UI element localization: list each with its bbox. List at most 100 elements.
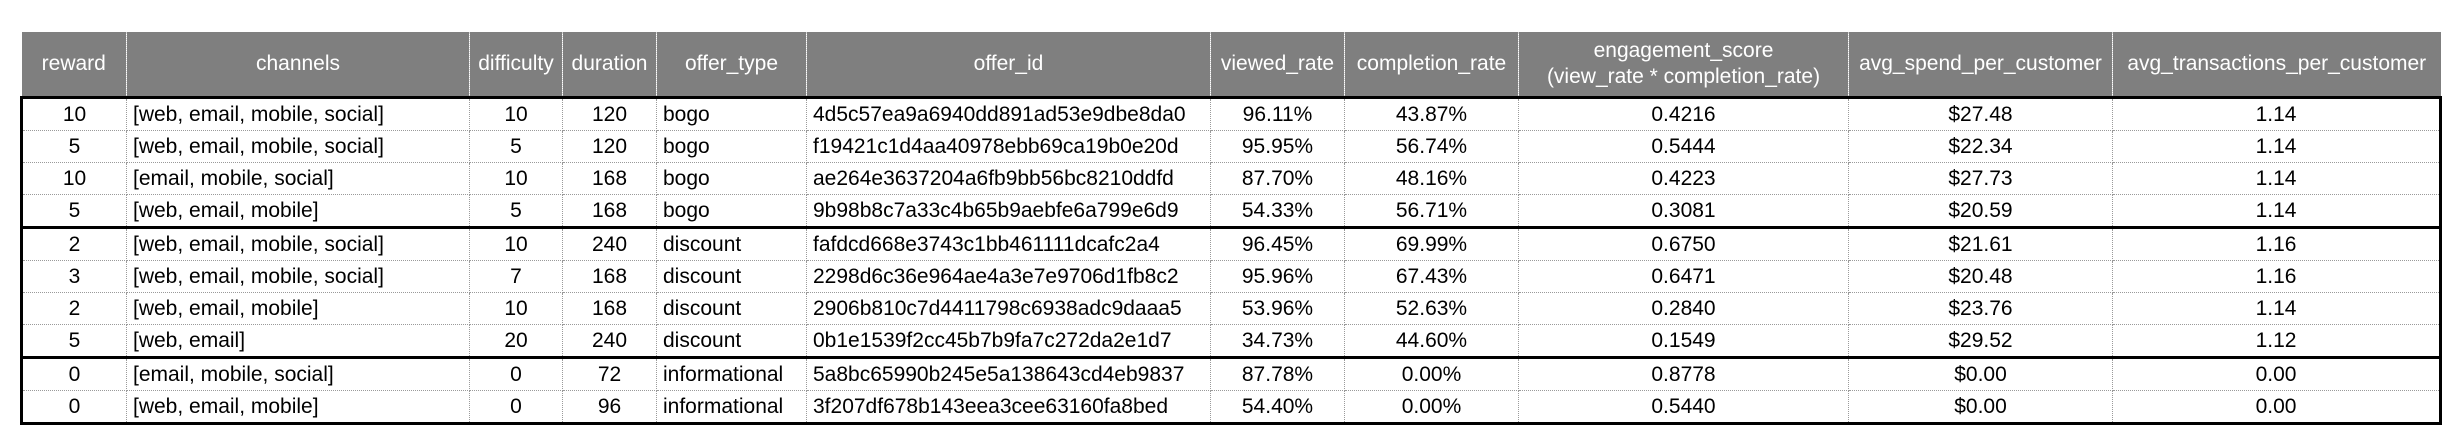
- cell-reward: 3: [21, 260, 127, 293]
- cell-offer-type: informational: [656, 356, 807, 391]
- header-viewed-rate[interactable]: viewed_rate: [1210, 32, 1345, 98]
- table-row: 10 [web, email, mobile, social] 10 120 bogo 4…: [21, 96, 2441, 131]
- cell-difficulty: 10: [469, 162, 563, 195]
- cell-duration: 168: [562, 292, 657, 325]
- cell-channels: [web, email]: [126, 324, 470, 358]
- cell-viewed-rate: 96.11%: [1210, 96, 1345, 131]
- cell-engagement-score: 0.1549: [1518, 324, 1849, 358]
- cell-duration: 96: [562, 390, 657, 425]
- cell-completion-rate: 44.60%: [1344, 324, 1519, 358]
- cell-duration: 240: [562, 226, 657, 261]
- cell-offer-type: bogo: [656, 96, 807, 131]
- cell-difficulty: 5: [469, 130, 563, 163]
- cell-channels: [web, email, mobile]: [126, 390, 470, 425]
- cell-offer-id: 5a8bc65990b245e5a138643cd4eb9837: [806, 356, 1211, 391]
- cell-avg-spend: $20.59: [1848, 194, 2113, 228]
- cell-avg-transactions: 1.14: [2112, 194, 2441, 228]
- cell-viewed-rate: 87.78%: [1210, 356, 1345, 391]
- header-reward[interactable]: reward: [21, 32, 127, 98]
- cell-channels: [web, email, mobile, social]: [126, 96, 470, 131]
- cell-reward: 2: [21, 226, 127, 261]
- table-row: 10 [email, mobile, social] 10 168 bogo ae264e…: [21, 162, 2441, 195]
- cell-avg-transactions: 1.12: [2112, 324, 2441, 358]
- cell-avg-transactions: 1.16: [2112, 226, 2441, 261]
- cell-offer-type: discount: [656, 324, 807, 358]
- cell-avg-spend: $27.48: [1848, 96, 2113, 131]
- header-duration[interactable]: duration: [562, 32, 657, 98]
- cell-difficulty: 7: [469, 260, 563, 293]
- cell-viewed-rate: 95.96%: [1210, 260, 1345, 293]
- table-row: 3 [web, email, mobile, social] 7 168 discoun…: [21, 260, 2441, 293]
- cell-reward: 10: [21, 162, 127, 195]
- cell-offer-id: 9b98b8c7a33c4b65b9aebfe6a799e6d9: [806, 194, 1211, 228]
- cell-avg-spend: $0.00: [1848, 390, 2113, 425]
- offer-table-container: reward channels difficulty duration offe…: [20, 32, 2441, 425]
- cell-offer-id: ae264e3637204a6fb9bb56bc8210ddfd: [806, 162, 1211, 195]
- table-row: 0 [email, mobile, social] 0 72 informational…: [21, 356, 2441, 391]
- cell-completion-rate: 56.71%: [1344, 194, 1519, 228]
- cell-engagement-score: 0.8778: [1518, 356, 1849, 391]
- cell-duration: 168: [562, 194, 657, 228]
- cell-engagement-score: 0.5440: [1518, 390, 1849, 425]
- cell-engagement-score: 0.4223: [1518, 162, 1849, 195]
- table-row: 2 [web, email, mobile] 10 168 discount 2906b8…: [21, 292, 2441, 325]
- cell-engagement-score: 0.2840: [1518, 292, 1849, 325]
- cell-avg-transactions: 1.14: [2112, 292, 2441, 325]
- cell-offer-id: 2906b810c7d4411798c6938adc9daaa5: [806, 292, 1211, 325]
- header-avg-spend[interactable]: avg_spend_per_customer: [1848, 32, 2113, 98]
- header-avg-transactions[interactable]: avg_transactions_per_customer: [2112, 32, 2441, 98]
- cell-duration: 168: [562, 162, 657, 195]
- header-offer-type[interactable]: offer_type: [656, 32, 807, 98]
- cell-engagement-score: 0.3081: [1518, 194, 1849, 228]
- header-difficulty[interactable]: difficulty: [469, 32, 563, 98]
- cell-duration: 240: [562, 324, 657, 358]
- cell-difficulty: 10: [469, 292, 563, 325]
- cell-avg-transactions: 1.14: [2112, 162, 2441, 195]
- cell-viewed-rate: 54.40%: [1210, 390, 1345, 425]
- cell-avg-spend: $22.34: [1848, 130, 2113, 163]
- cell-engagement-score: 0.6471: [1518, 260, 1849, 293]
- cell-reward: 5: [21, 194, 127, 228]
- table-row: 5 [web, email, mobile, social] 5 120 bogo f19…: [21, 130, 2441, 163]
- cell-avg-transactions: 0.00: [2112, 356, 2441, 391]
- cell-channels: [web, email, mobile]: [126, 292, 470, 325]
- cell-completion-rate: 67.43%: [1344, 260, 1519, 293]
- cell-engagement-score: 0.6750: [1518, 226, 1849, 261]
- cell-offer-type: informational: [656, 390, 807, 425]
- header-completion-rate[interactable]: completion_rate: [1344, 32, 1519, 98]
- cell-avg-spend: $21.61: [1848, 226, 2113, 261]
- cell-channels: [web, email, mobile, social]: [126, 130, 470, 163]
- cell-reward: 5: [21, 130, 127, 163]
- cell-engagement-score: 0.4216: [1518, 96, 1849, 131]
- cell-viewed-rate: 95.95%: [1210, 130, 1345, 163]
- cell-avg-transactions: 0.00: [2112, 390, 2441, 425]
- cell-channels: [email, mobile, social]: [126, 356, 470, 391]
- cell-completion-rate: 69.99%: [1344, 226, 1519, 261]
- cell-offer-id: 0b1e1539f2cc45b7b9fa7c272da2e1d7: [806, 324, 1211, 358]
- cell-offer-type: bogo: [656, 162, 807, 195]
- cell-completion-rate: 48.16%: [1344, 162, 1519, 195]
- table-header: reward channels difficulty duration offe…: [21, 32, 2441, 98]
- cell-difficulty: 10: [469, 226, 563, 261]
- header-offer-id[interactable]: offer_id: [806, 32, 1211, 98]
- cell-offer-id: 4d5c57ea9a6940dd891ad53e9dbe8da0: [806, 96, 1211, 131]
- cell-reward: 0: [21, 356, 127, 391]
- cell-reward: 10: [21, 96, 127, 131]
- cell-difficulty: 10: [469, 96, 563, 131]
- cell-duration: 120: [562, 130, 657, 163]
- cell-channels: [web, email, mobile, social]: [126, 226, 470, 261]
- cell-viewed-rate: 96.45%: [1210, 226, 1345, 261]
- table-row: 5 [web, email] 20 240 discount 0b1e1539f2cc45…: [21, 324, 2441, 358]
- cell-reward: 0: [21, 390, 127, 425]
- header-channels[interactable]: channels: [126, 32, 470, 98]
- table-row: 0 [web, email, mobile] 0 96 informational 3f2…: [21, 390, 2441, 425]
- header-engagement-score[interactable]: engagement_score (view_rate * completion…: [1518, 32, 1849, 98]
- cell-avg-transactions: 1.14: [2112, 130, 2441, 163]
- cell-offer-type: bogo: [656, 194, 807, 228]
- cell-avg-transactions: 1.14: [2112, 96, 2441, 131]
- cell-offer-id: fafdcd668e3743c1bb461111dcafc2a4: [806, 226, 1211, 261]
- cell-viewed-rate: 54.33%: [1210, 194, 1345, 228]
- cell-viewed-rate: 87.70%: [1210, 162, 1345, 195]
- cell-reward: 5: [21, 324, 127, 358]
- cell-completion-rate: 43.87%: [1344, 96, 1519, 131]
